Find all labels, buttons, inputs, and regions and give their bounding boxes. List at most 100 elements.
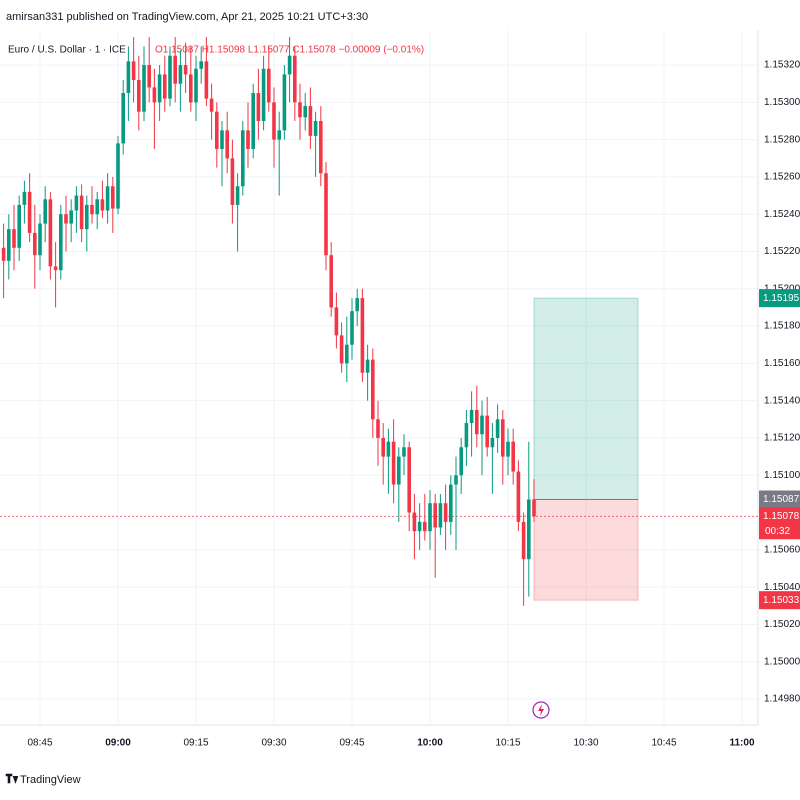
candle-body: [480, 415, 484, 435]
profit-zone: [533, 297, 639, 500]
candle-body: [131, 61, 136, 80]
event-icon: [532, 701, 550, 719]
x-tick-label: 10:45: [651, 738, 676, 749]
candle-body: [157, 74, 162, 103]
candle-body: [1, 247, 6, 261]
candle-body: [116, 143, 120, 209]
candle-body: [417, 521, 422, 532]
y-tick-label: 1.15180: [764, 321, 800, 332]
price-tag-label: 1.15087: [763, 494, 800, 505]
candle-body: [178, 65, 183, 84]
x-tick-label: 10:30: [573, 738, 598, 749]
candle-body: [7, 229, 11, 261]
y-tick-label: 1.15000: [764, 656, 800, 667]
candle-body: [282, 74, 287, 131]
price-tag-label: 1.15078: [763, 511, 800, 522]
candle-body: [100, 199, 105, 211]
symbol-legend: Euro / U.S. Dollar · 1 · ICE: [8, 45, 126, 56]
candle-body: [137, 79, 141, 112]
candle-body: [407, 447, 411, 513]
candle-body: [329, 255, 333, 308]
x-tick-label: 10:00: [417, 738, 443, 749]
candle-body: [79, 195, 84, 230]
x-tick-label: 10:15: [495, 738, 520, 749]
candle-body: [53, 266, 58, 271]
candle-body: [173, 55, 177, 84]
y-tick-label: 1.15260: [764, 172, 800, 183]
candle-body: [209, 98, 214, 112]
candle-body: [69, 210, 73, 224]
candle-body: [365, 359, 370, 373]
footer-brand: TradingView: [20, 774, 81, 786]
candle-body: [521, 521, 526, 560]
candle-body: [355, 298, 359, 312]
candle-body: [27, 191, 32, 233]
candle-body: [48, 199, 53, 267]
candle-body: [105, 186, 110, 211]
candle-body: [371, 359, 375, 420]
candle-body: [339, 335, 344, 364]
y-tick-label: 1.15200: [764, 283, 800, 294]
candle-body: [287, 55, 292, 75]
candle-body: [12, 229, 16, 248]
candle-body: [194, 68, 198, 103]
candle-body: [246, 130, 250, 149]
candle-body: [261, 68, 266, 121]
candle-body: [433, 503, 437, 528]
candle-body: [126, 61, 131, 94]
y-tick-label: 1.14980: [764, 694, 800, 705]
candle-body: [469, 409, 474, 424]
candle-body: [38, 223, 42, 256]
candle-body: [251, 93, 255, 149]
candle-body: [438, 503, 443, 528]
tradingview-logo: [5, 773, 19, 784]
candle-body: [152, 87, 157, 103]
y-tick-label: 1.15140: [764, 395, 800, 406]
candle-body: [412, 512, 417, 532]
candle-body: [391, 441, 396, 485]
candle-body: [402, 447, 406, 457]
candle-body: [428, 503, 432, 532]
candle-body: [74, 195, 79, 211]
candle-body: [298, 102, 302, 118]
x-tick-label: 09:45: [339, 738, 364, 749]
candle-body: [111, 186, 115, 209]
candle-body: [308, 106, 313, 136]
loss-zone: [533, 498, 639, 601]
candle-body: [350, 311, 354, 345]
candle-body: [449, 484, 453, 522]
candle-body: [511, 441, 515, 472]
candle-body: [241, 130, 245, 187]
candle-body: [464, 423, 469, 448]
candle-body: [163, 74, 167, 99]
candle-body: [189, 74, 193, 103]
x-tick-label: 09:30: [261, 738, 286, 749]
candle-body: [43, 199, 47, 224]
candle-body: [95, 199, 99, 215]
x-tick-label: 09:00: [105, 738, 131, 749]
candle-body: [532, 499, 536, 517]
candle-body: [90, 204, 94, 215]
candle-body: [397, 456, 401, 485]
candle-body: [277, 130, 281, 140]
candle-body: [516, 471, 521, 522]
price-tag-label: 1.15195: [763, 293, 800, 304]
candle-body: [313, 120, 318, 136]
candle-body: [443, 503, 448, 522]
y-tick-label: 1.15240: [764, 209, 800, 220]
candle-body: [220, 130, 224, 149]
price-tag-label: 1.15033: [763, 595, 800, 606]
candle-body: [230, 158, 235, 205]
candle-body: [506, 441, 510, 457]
candle-body: [215, 111, 219, 149]
y-tick-label: 1.15120: [764, 433, 800, 444]
candle-body: [495, 419, 500, 438]
candle-body: [225, 130, 229, 159]
candle-body: [293, 55, 297, 103]
candle-body: [147, 65, 151, 88]
candle-body: [85, 204, 89, 230]
candle-body: [183, 65, 188, 75]
